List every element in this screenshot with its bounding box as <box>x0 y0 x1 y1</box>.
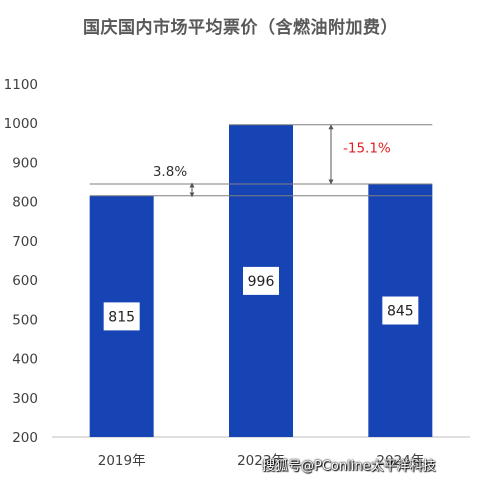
annotation-label: 3.8% <box>153 164 187 180</box>
y-tick-label: 800 <box>12 195 38 211</box>
value-label-box <box>382 296 419 325</box>
y-tick-label: 200 <box>12 430 38 446</box>
y-tick-label: 300 <box>12 391 38 407</box>
watermark: 搜狐号@PConline太平洋科技 <box>262 459 436 474</box>
x-tick-label: 2019年 <box>98 453 146 469</box>
value-label: 996 <box>248 274 275 290</box>
value-label: 845 <box>387 304 414 320</box>
y-tick-label: 1100 <box>4 77 38 93</box>
y-tick-label: 500 <box>12 312 38 328</box>
x-tick-label: 2023年 <box>237 453 285 469</box>
value-label-box <box>103 302 140 331</box>
y-tick-label: 700 <box>12 234 38 250</box>
x-tick-label: 2024年 <box>376 453 424 469</box>
y-tick-label: 1000 <box>4 116 38 132</box>
y-tick-label: 400 <box>12 352 38 368</box>
value-label-box <box>243 266 279 295</box>
chart-title: 国庆国内市场平均票价（含燃油附加费） <box>83 18 398 38</box>
annotation-label: -15.1% <box>343 140 391 156</box>
value-label: 815 <box>108 309 135 325</box>
y-tick-label: 900 <box>12 155 38 171</box>
y-tick-label: 600 <box>12 273 38 289</box>
